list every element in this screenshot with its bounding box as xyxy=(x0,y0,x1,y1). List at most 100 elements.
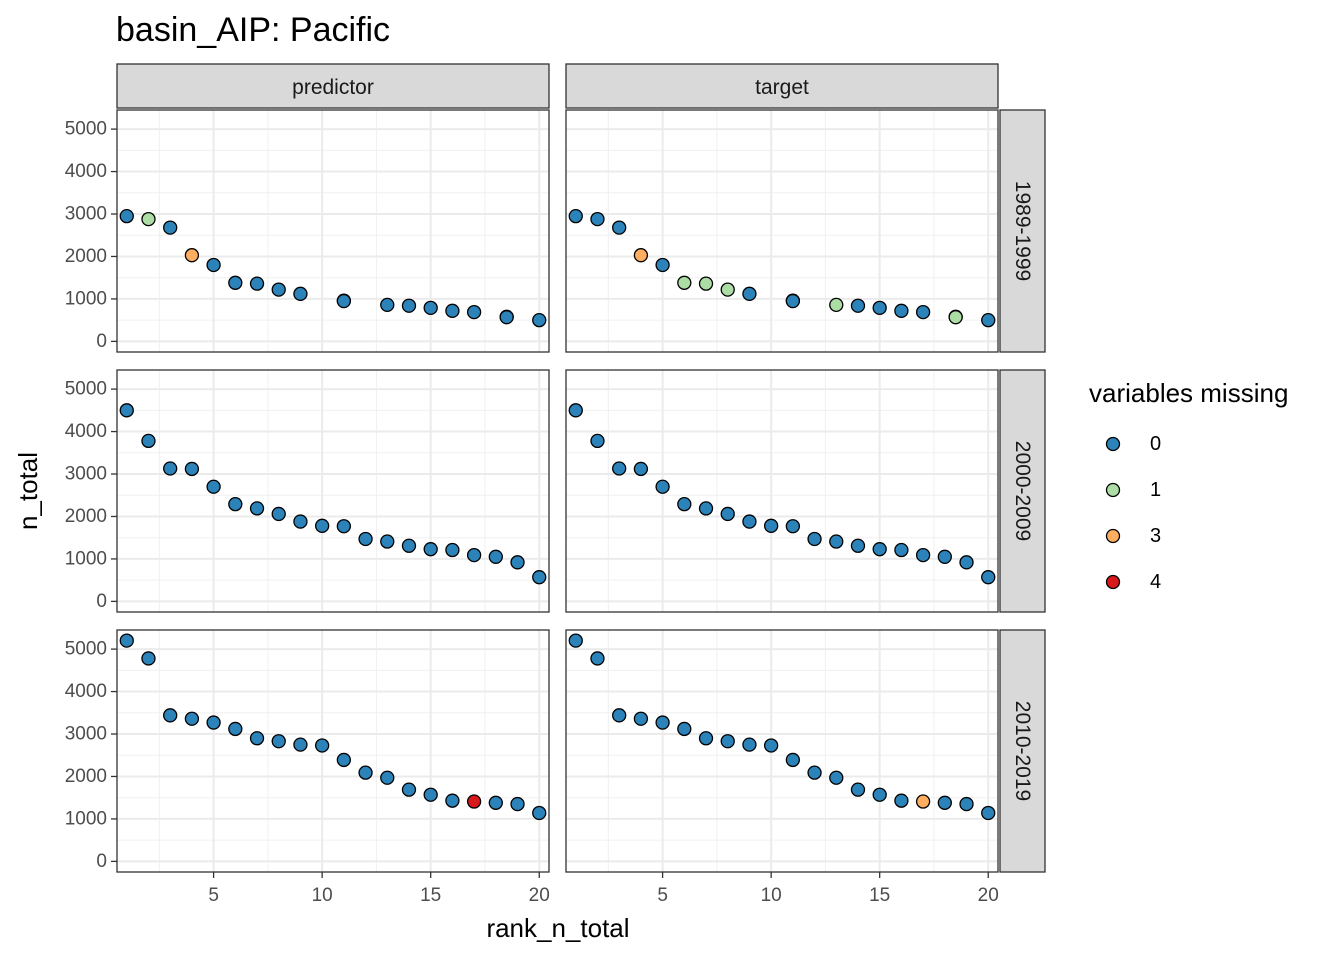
data-point xyxy=(981,313,996,328)
data-point xyxy=(141,651,156,666)
data-point xyxy=(655,257,670,273)
y-tick-label: 0 xyxy=(96,851,107,872)
data-point xyxy=(612,461,627,476)
legend: variables missing 0 1 3 4 xyxy=(1089,378,1288,593)
x-tick-label: 15 xyxy=(869,885,890,906)
data-point xyxy=(423,542,438,557)
legend-key xyxy=(1105,482,1121,498)
y-tick-label: 3000 xyxy=(65,464,107,485)
y-tick-label: 2000 xyxy=(65,766,107,787)
data-point xyxy=(532,570,547,585)
y-axis-title: n_total xyxy=(13,452,43,530)
data-point xyxy=(119,403,134,418)
data-point xyxy=(336,519,352,534)
data-point xyxy=(163,220,178,235)
panel-border xyxy=(565,629,999,873)
row-strip-label: 1989-1999 xyxy=(1011,181,1034,281)
panel-background xyxy=(566,370,998,612)
data-point xyxy=(314,738,330,753)
data-point xyxy=(401,782,417,797)
legend-key xyxy=(1105,528,1121,544)
y-tick-label: 3000 xyxy=(65,204,107,225)
data-point xyxy=(612,708,627,723)
data-point xyxy=(488,549,503,564)
data-point xyxy=(401,538,417,553)
data-point xyxy=(510,555,525,570)
data-point xyxy=(590,433,605,449)
data-point xyxy=(937,549,952,564)
legend-key xyxy=(1105,436,1121,452)
y-tick-label: 5000 xyxy=(65,379,107,400)
row-strip xyxy=(999,109,1046,353)
data-point xyxy=(532,805,547,821)
y-tick-label: 4000 xyxy=(65,681,107,702)
x-tick-label: 10 xyxy=(312,885,333,906)
column-strip xyxy=(565,63,999,109)
data-point xyxy=(948,310,963,325)
panel-target-2000-2009 xyxy=(565,369,999,613)
data-point xyxy=(228,721,243,737)
row-strip-label: 2010-2019 xyxy=(1011,701,1034,801)
data-point xyxy=(829,297,844,313)
y-tick-label: 5000 xyxy=(65,639,107,660)
x-tick-label: 15 xyxy=(420,885,441,906)
facet-strips: predictor target 1989-1999 2000-2009 2010-20… xyxy=(116,63,1046,873)
column-strip-label: predictor xyxy=(292,76,374,99)
data-point xyxy=(206,257,221,273)
data-point xyxy=(829,534,844,549)
data-point xyxy=(872,300,887,315)
legend-label: 1 xyxy=(1150,479,1161,501)
y-tick-label: 2000 xyxy=(65,506,107,527)
data-point xyxy=(894,542,909,558)
legend-label: 3 xyxy=(1150,525,1161,547)
data-point xyxy=(959,796,974,812)
data-point xyxy=(184,461,200,477)
data-point xyxy=(510,796,525,812)
chart-title: basin_AIP: Pacific xyxy=(116,11,390,49)
data-point xyxy=(677,275,692,290)
data-point xyxy=(184,711,200,726)
data-point xyxy=(206,479,221,494)
data-point xyxy=(119,633,134,648)
row-strip-label: 2000-2009 xyxy=(1011,441,1034,541)
data-point xyxy=(850,782,866,797)
data-point xyxy=(785,293,801,309)
data-point xyxy=(568,403,583,418)
y-tick-label: 1000 xyxy=(65,288,107,309)
data-point xyxy=(894,793,909,808)
y-tick-label: 3000 xyxy=(65,724,107,745)
data-point xyxy=(293,286,308,301)
data-point xyxy=(423,787,438,802)
data-point xyxy=(720,506,735,522)
data-point xyxy=(677,721,692,737)
legend-title: variables missing xyxy=(1089,378,1288,408)
data-point xyxy=(720,734,735,749)
data-point xyxy=(358,531,373,547)
data-point xyxy=(119,208,134,224)
data-point xyxy=(807,531,822,547)
data-point xyxy=(141,433,156,449)
data-point xyxy=(466,304,482,320)
data-point xyxy=(698,276,714,291)
panel-border xyxy=(116,369,550,613)
data-point xyxy=(401,298,417,313)
data-point xyxy=(655,715,670,730)
data-point xyxy=(785,519,801,534)
data-point xyxy=(981,805,996,821)
legend-key xyxy=(1105,574,1121,590)
data-point xyxy=(981,570,996,585)
data-point xyxy=(249,276,265,291)
data-point xyxy=(915,794,931,809)
row-strip xyxy=(999,629,1046,873)
x-tick-label: 20 xyxy=(978,885,999,906)
y-tick-label: 0 xyxy=(96,331,107,352)
y-tick-label: 5000 xyxy=(65,119,107,140)
data-point xyxy=(807,765,822,780)
data-point xyxy=(568,208,583,224)
panel-background xyxy=(566,110,998,352)
panel-predictor-1989-1999 xyxy=(116,109,550,353)
y-tick-label: 2000 xyxy=(65,246,107,267)
data-point xyxy=(336,752,352,768)
axes: 0100020003000400050000100020003000400050… xyxy=(65,119,999,906)
